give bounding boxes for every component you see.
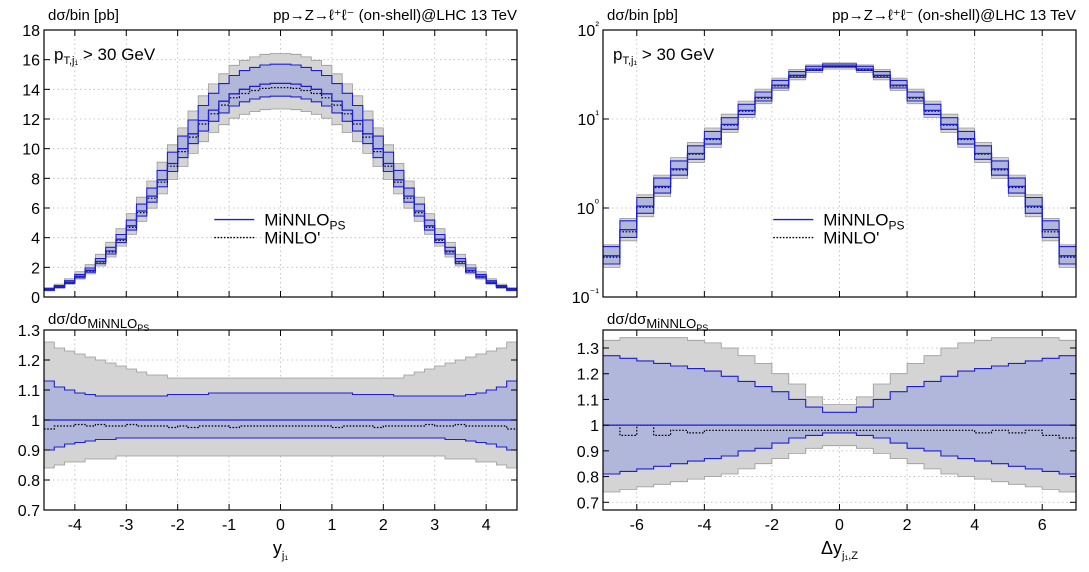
minlo-central-line: [44, 87, 517, 291]
legend-label-minlo: MiNLO': [823, 229, 879, 248]
x-tick-label: -1: [222, 517, 236, 534]
ratio-y-tick-label: 1: [31, 413, 40, 430]
legend-label-minlo: MiNLO': [264, 229, 320, 248]
minlo-ratio-line: [603, 424, 1076, 439]
y-axis-label: dσ/bin [pb]: [607, 7, 678, 24]
y-tick-label: 8: [31, 171, 40, 188]
y-tick-label: 2: [31, 260, 40, 277]
x-tick-label: 4: [970, 517, 979, 534]
process-title: pp→Z→ℓ⁺ℓ⁻ (on-shell)@LHC 13 TeV: [273, 7, 517, 24]
ratio-y-tick-label: 0.9: [18, 443, 40, 460]
x-tick-label: 2: [903, 517, 912, 534]
cut-label: pT,j₁ > 30 GeV: [54, 45, 156, 67]
process-title: pp→Z→ℓ⁺ℓ⁻ (on-shell)@LHC 13 TeV: [832, 7, 1076, 24]
ratio-label: dσ/dσMiNNLOPS: [607, 311, 708, 333]
x-tick-label: -6: [630, 517, 644, 534]
ratio-y-tick-label: 1.1: [18, 383, 40, 400]
y-tick-label: 4: [31, 231, 40, 248]
y-axis-label: dσ/bin [pb]: [48, 7, 119, 24]
y-tick-label: 12: [22, 112, 40, 129]
right-ratio-data: [603, 337, 1076, 493]
minnlo-ratio-band-edge: [603, 355, 1076, 413]
y-tick-label: 0: [31, 290, 40, 307]
y-tick-label: 10¹: [578, 109, 600, 129]
legend-label-minnlo: MiNNLOPS: [264, 211, 345, 233]
x-tick-label: 0: [276, 517, 285, 534]
minnlo-ratio-band-edge: [44, 437, 517, 451]
y-tick-label: 6: [31, 201, 40, 218]
y-tick-label: 18: [22, 23, 40, 40]
ratio-y-tick-label: 1.3: [18, 323, 40, 340]
ratio-y-tick-label: 0.8: [577, 470, 599, 487]
legend-label-minnlo: MiNNLOPS: [823, 211, 904, 233]
minlo-uncertainty-band: [44, 53, 517, 292]
left-main-panel: 0 2 4 6 8 10 12 14 16 18 dσ/bin [pb] pp→Z→ℓ⁺ℓ⁻ (on-…: [22, 7, 518, 307]
minnlo-central-line: [603, 65, 1076, 257]
right-ratio-panel: 0.7 0.8 0.9 1 1.1 1.2 1.3 -6 -4 -2 0 2 4 6 dσ/dσMiNNLO…: [577, 311, 1077, 562]
minnlo-central-line: [44, 82, 517, 291]
x-tick-label: 1: [327, 517, 336, 534]
left-ratio-panel: 0.7 0.8 0.9 1 1.1 1.2 1.3 -4 -3 -2 -1 0 1 2 3 4 dσ/dσMiN…: [18, 311, 518, 562]
ratio-y-tick-label: 0.8: [18, 473, 40, 490]
minnlo-ratio-band: [44, 381, 517, 450]
ratio-y-tick-label: 1.2: [18, 353, 40, 370]
left-main-data: [44, 53, 517, 292]
right-main-panel: 10⁻¹ 10⁰ 10¹ 10² dσ/bin [pb] pp→Z→ℓ⁺ℓ⁻ (on-sh…: [572, 7, 1077, 307]
minlo-ratio-line: [44, 423, 517, 430]
y-tick-label: 14: [22, 82, 40, 99]
x-axis-label: yj₁: [273, 538, 288, 562]
ratio-y-tick-label: 1.1: [577, 392, 599, 409]
plot-frame: [43, 29, 518, 298]
ratio-y-tick-label: 0.7: [18, 503, 40, 520]
x-tick-label: -4: [68, 517, 82, 534]
minnlo-ratio-band-edge: [44, 380, 517, 397]
plot-frame: [43, 329, 518, 511]
x-tick-label: 3: [430, 517, 439, 534]
plot-frame: [602, 329, 1077, 511]
x-axis-label: Δyj₁,Z: [821, 538, 858, 562]
ratio-y-tick-label: 0.9: [577, 444, 599, 461]
right-main-data: [603, 62, 1076, 268]
x-tick-label: 2: [379, 517, 388, 534]
plot-frame: [602, 29, 1077, 298]
minnlo-ratio-band-edge: [603, 432, 1076, 475]
minnlo-band-edge: [44, 95, 517, 291]
x-tick-label: 0: [835, 517, 844, 534]
y-tick-label: 10⁰: [577, 198, 600, 218]
cut-label: pT,j₁ > 30 GeV: [613, 45, 715, 67]
ratio-y-tick-label: 0.7: [577, 495, 599, 512]
ratio-y-tick-label: 1.3: [577, 341, 599, 358]
ratio-y-tick-label: 1.2: [577, 367, 599, 384]
ratio-y-tick-label: 1: [590, 418, 599, 435]
minnlo-ratio-band: [603, 355, 1076, 474]
ratio-label: dσ/dσMiNNLOPS: [48, 311, 149, 333]
y-tick-label: 10: [22, 142, 40, 159]
x-tick-label: 4: [482, 517, 491, 534]
y-tick-label: 16: [22, 53, 40, 70]
x-tick-label: 6: [1038, 517, 1047, 534]
x-tick-label: -2: [765, 517, 779, 534]
x-tick-label: -4: [697, 517, 711, 534]
left-ratio-data: [44, 341, 517, 469]
x-tick-label: -2: [171, 517, 185, 534]
y-tick-label: 10²: [578, 20, 600, 40]
x-tick-label: -3: [119, 517, 133, 534]
y-tick-label: 10⁻¹: [572, 287, 600, 307]
minlo-central-line: [603, 66, 1076, 258]
